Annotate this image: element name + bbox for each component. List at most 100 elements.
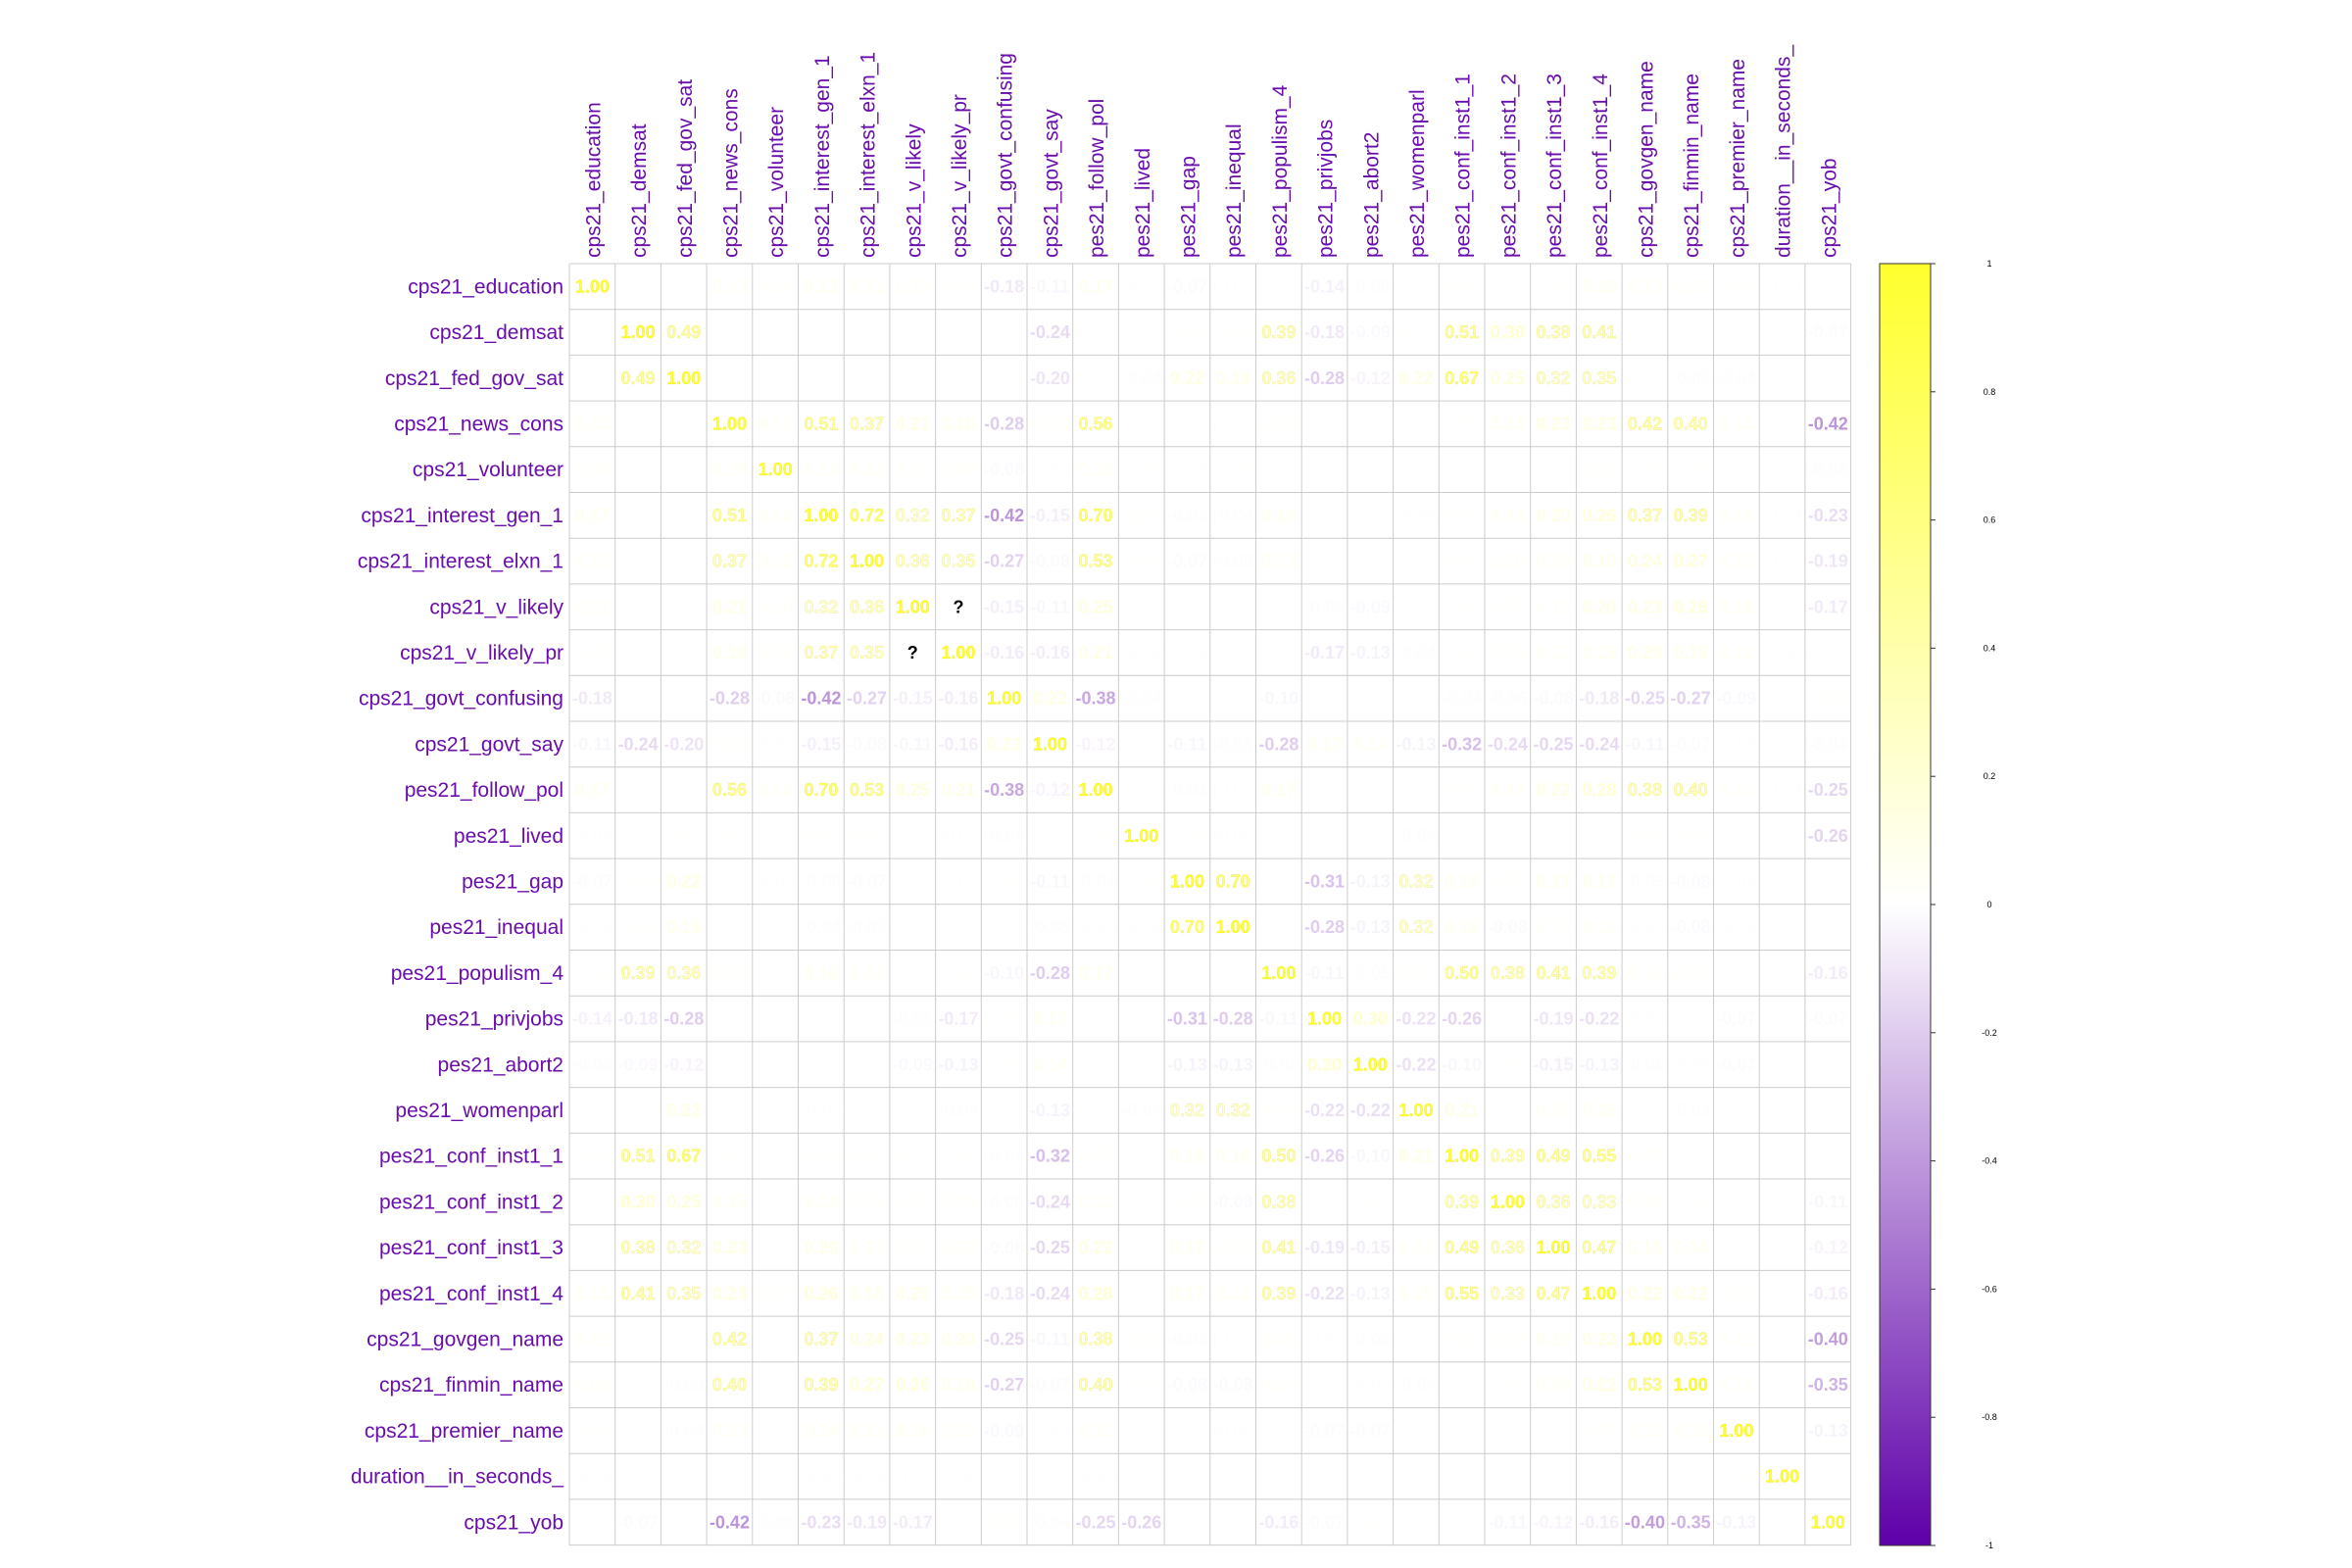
cell-value: 1.00 [1216, 917, 1250, 937]
cell-value: -0.08 [1167, 1375, 1207, 1395]
cell-value: 0.23 [1582, 414, 1616, 433]
cell-value: -0.22 [1396, 1054, 1436, 1074]
cell-value: 0.03 [1124, 597, 1158, 616]
cell-value: 0.12 [575, 552, 610, 571]
cell-value: 0.05 [1445, 597, 1479, 616]
cell-value: -0.15 [1030, 506, 1070, 525]
cell-value: -0.03 [1030, 1421, 1070, 1441]
cell-value: 0.16 [1445, 871, 1479, 891]
cell-value: 0.01 [1216, 643, 1250, 662]
cell-value: 0.08 [1719, 1284, 1753, 1303]
cell-value: -0.12 [1808, 1238, 1848, 1257]
cell-value: 0.05 [759, 1375, 793, 1395]
cell-value: -0.02 [1762, 643, 1802, 662]
cell-value: 0.06 [1124, 552, 1158, 571]
colorbar-tick-label: 0.6 [1984, 515, 1996, 525]
cell-value: 0.02 [1398, 1512, 1433, 1532]
colorbar-tick-label: -0.2 [1982, 1028, 1997, 1038]
cell-value: 0.11 [1720, 780, 1753, 800]
row-label-pes21_conf_inst1_4: pes21_conf_inst1_4 [379, 1283, 564, 1305]
cell-value: -0.13 [1350, 643, 1391, 662]
row-label-cps21_interest_elxn_1: cps21_interest_elxn_1 [358, 551, 564, 573]
cell-value: -0.08 [984, 1238, 1024, 1257]
cell-value: 0.02 [1628, 1467, 1662, 1487]
cell-value: 0.35 [850, 643, 884, 662]
cell-value: -0.05 [1030, 917, 1070, 937]
cell-value: 0.67 [666, 1147, 701, 1166]
cell-value: -0.13 [1716, 1512, 1756, 1532]
cell-value: 0.18 [941, 1375, 975, 1395]
cell-value: -0.04 [938, 1101, 978, 1120]
cell-value: 0.17 [1582, 871, 1616, 891]
cell-value: -0.25 [1030, 1238, 1070, 1257]
cell-value: -0.16 [1808, 1284, 1848, 1303]
cell-value: -0.03 [1213, 826, 1253, 846]
cell-value: 0.11 [1628, 963, 1661, 983]
cell-value: -0.13 [1213, 1054, 1253, 1074]
cell-value: 1.00 [850, 552, 884, 571]
cell-value: -0.07 [1716, 1009, 1756, 1029]
cell-value: -0.09 [1350, 322, 1391, 342]
cell-value: 1.00 [1582, 1284, 1616, 1303]
cell-value: -0.04 [1671, 1101, 1711, 1120]
cell-value: -0.19 [1534, 1009, 1574, 1029]
cell-value: 0.41 [1261, 1238, 1296, 1257]
cell-value: -0.17 [938, 1009, 978, 1029]
cell-value: 0.40 [1079, 1375, 1113, 1395]
cell-value: -0.10 [1350, 1147, 1391, 1166]
row-label-pes21_gap: pes21_gap [462, 870, 564, 893]
cell-value: 0.21 [1445, 1101, 1479, 1120]
cell-value: 0.33 [1491, 1284, 1525, 1303]
cell-value: 0.13 [712, 276, 747, 296]
cell-value: 0.02 [575, 322, 610, 342]
cell-value: 0.02 [987, 1101, 1021, 1120]
cell-value: -0.07 [1304, 1512, 1345, 1532]
cell-value: 1.00 [621, 322, 656, 342]
colorbar-tick-label: 1 [1986, 259, 1991, 269]
cell-value: 0.10 [1491, 1329, 1525, 1348]
cell-value: -0.03 [1396, 506, 1436, 525]
cell-value: 0.12 [1537, 643, 1571, 662]
col-label-pes21_abort2: pes21_abort2 [1360, 132, 1383, 258]
cell-value: -0.04 [1121, 1101, 1161, 1120]
cell-value: 0.02 [1674, 1467, 1708, 1487]
cell-value: -0.03 [1213, 1421, 1253, 1441]
cell-value: 0.72 [850, 506, 884, 525]
cell-value: 0.17 [1079, 963, 1113, 983]
cell-value: 0.55 [1582, 1147, 1616, 1166]
row-label-cps21_fed_gov_sat: cps21_fed_gov_sat [385, 368, 564, 390]
col-label-cps21_interest_gen_1: cps21_interest_gen_1 [811, 55, 834, 258]
cell-value: 0.03 [1170, 597, 1204, 616]
cell-value: -0.03 [1671, 1054, 1711, 1074]
cell-value: 0.22 [1582, 1329, 1616, 1348]
cell-value: 0.08 [712, 734, 747, 754]
cell-value: 0.13 [575, 414, 610, 433]
cell-value: 0.02 [1765, 1009, 1799, 1029]
cell-value: 0.01 [575, 368, 610, 388]
cell-value: -0.03 [801, 1101, 841, 1120]
cell-value: 0.02 [1398, 276, 1433, 296]
cell-value: 1.00 [1170, 871, 1204, 891]
cell-value: 0.17 [575, 780, 610, 800]
cell-value: 0.15 [896, 1421, 930, 1441]
cell-value: -0.27 [984, 552, 1024, 571]
cell-value: -0.12 [1350, 368, 1391, 388]
cell-value: 0.16 [1261, 506, 1296, 525]
cell-value: 0.02 [1353, 552, 1388, 571]
cell-value: 0.08 [1398, 963, 1433, 983]
cell-value: 0.40 [712, 1375, 747, 1395]
cell-value: 0.05 [896, 1147, 930, 1166]
cell-value: -0.14 [1304, 276, 1345, 296]
cell-value: -0.11 [1488, 1512, 1527, 1532]
cell-value: 0.04 [1261, 871, 1296, 891]
cell-value: 0.02 [621, 276, 656, 296]
cell-value: -0.28 [710, 689, 750, 709]
col-label-cps21_demsat: cps21_demsat [628, 123, 651, 258]
cell-value: 0.30 [1353, 1009, 1388, 1029]
cell-value: 0.02 [575, 1101, 610, 1120]
cell-value: 0.22 [1033, 689, 1067, 709]
colorbar-tick-label: -0.4 [1982, 1156, 1997, 1166]
row-label-cps21_govgen_name: cps21_govgen_name [367, 1328, 564, 1350]
cell-value: -0.03 [1167, 460, 1207, 479]
cell-value: -0.22 [1350, 1101, 1391, 1120]
